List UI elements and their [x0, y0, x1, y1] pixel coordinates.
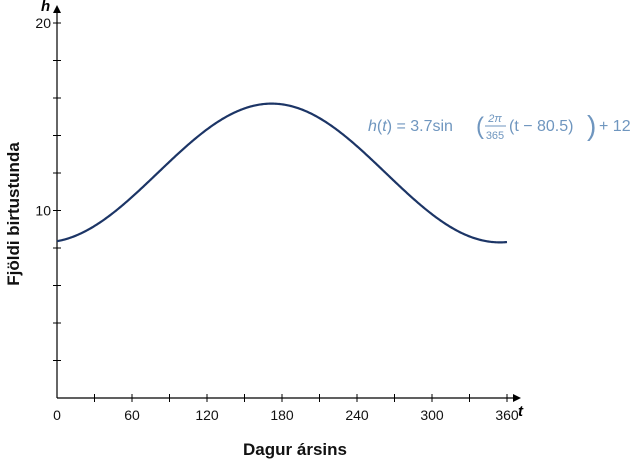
formula-big-paren-left: (: [476, 113, 484, 140]
ticks: [53, 22, 508, 402]
x-axis-title: Dagur ársins: [243, 440, 347, 459]
formula-equals-sin: = 3.7sin: [396, 118, 452, 135]
x-tick-label: 180: [270, 407, 294, 423]
formula-annotation: h(t) = 3.7sin ( 2π 365 (t − 80.5) ) + 12: [368, 110, 631, 142]
x-tick-label: 0: [53, 407, 61, 423]
formula-inner: (t − 80.5): [509, 118, 573, 135]
formula-frac-num: 2π: [487, 113, 502, 125]
y-axis-variable: h: [41, 0, 50, 15]
formula-big-paren-right: ): [587, 110, 596, 141]
axes: [53, 5, 521, 402]
series-line: [56, 102, 508, 244]
x-tick-label: 360: [495, 407, 519, 423]
formula-open-paren: (: [377, 118, 383, 135]
formula-prefix: h(t) = 3.7sin: [368, 118, 453, 135]
formula-h: h: [368, 118, 377, 135]
x-tick-label: 120: [195, 407, 219, 423]
x-tick-label: 60: [124, 407, 140, 423]
y-tick-label: 10: [35, 203, 51, 219]
formula-t: t: [382, 118, 387, 135]
tick-labels: 0 60 120 180 240 300 360 10 20: [35, 15, 518, 423]
formula-tail: + 12: [599, 118, 631, 135]
formula-frac-den: 365: [486, 130, 504, 142]
x-tick-label: 300: [420, 407, 444, 423]
series-group: [56, 102, 508, 244]
y-axis-arrow: [53, 5, 61, 13]
x-axis-arrow: [513, 394, 521, 402]
y-tick-label: 20: [35, 15, 51, 31]
x-axis-variable: t: [518, 403, 524, 420]
formula-close-paren: ): [387, 118, 397, 135]
y-axis-title: Fjöldi birtustunda: [4, 142, 23, 286]
x-tick-label: 240: [345, 407, 369, 423]
